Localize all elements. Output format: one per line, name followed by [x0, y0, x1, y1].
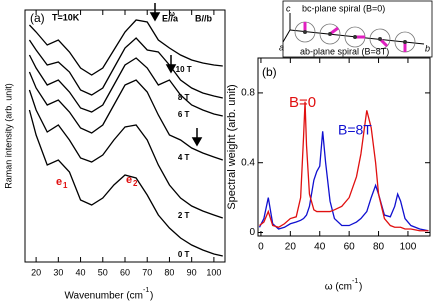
series-line — [28, 37, 223, 99]
series-label: 2 T — [178, 211, 190, 220]
y-tick-label: 0.4 — [241, 157, 255, 168]
x-tick-label: 40 — [314, 242, 326, 253]
arrows — [149, 3, 203, 147]
field-b: B//b — [195, 13, 213, 23]
peak-label: e — [126, 174, 132, 186]
x-tick-label: 40 — [76, 267, 86, 277]
x-tick-label: 100 — [400, 242, 417, 253]
inset-axis-label: c — [286, 3, 291, 13]
x-tick-label: 70 — [142, 267, 152, 277]
series-line — [28, 89, 223, 219]
legend-label: B=0 — [289, 94, 316, 111]
legend-label: B=8T — [338, 122, 372, 138]
series-line — [28, 109, 223, 257]
series-label: 10 T — [176, 65, 192, 74]
x-tick-label: 20 — [285, 242, 297, 253]
x-tick-label: 80 — [373, 242, 385, 253]
y-tick-label: 0 — [249, 227, 255, 238]
field-e-sup: ω — [169, 11, 175, 18]
series-line — [28, 71, 223, 161]
x-tick-label: 20 — [31, 267, 41, 277]
inset-axis-label: a — [279, 42, 284, 52]
x-tick-label: 90 — [187, 267, 197, 277]
temperature: T=10K — [52, 12, 80, 22]
x-axis-label: ω (cm — [325, 282, 352, 293]
inset-label: bc-plane spiral (B=0) — [302, 3, 385, 13]
x-tick-label: 30 — [53, 267, 63, 277]
x-tick-label: 80 — [164, 267, 174, 277]
series-label: 4 T — [178, 153, 190, 162]
series-line — [258, 131, 429, 232]
x-tick-label: 60 — [344, 242, 356, 253]
series-line — [259, 101, 429, 232]
field-e: E — [162, 13, 168, 23]
series-line — [28, 19, 223, 76]
x-axis-label-sup: -1 — [352, 278, 358, 285]
inset — [282, 0, 433, 58]
y-tick-label: 0.8 — [241, 88, 255, 99]
y-axis-label: Spectral weight (arb. unit) — [226, 84, 238, 209]
x-axis-label-end: ) — [150, 291, 153, 302]
inset-axis-label: b — [425, 43, 430, 53]
x-tick-label: 50 — [98, 267, 108, 277]
x-axis-label-end: ) — [359, 282, 362, 293]
series-label: 6 T — [178, 110, 190, 119]
inset-label: ab-plane spiral (B=8T) — [300, 46, 389, 56]
x-axis-label-sup: -1 — [143, 287, 149, 294]
field-e-rest: //a — [168, 13, 179, 23]
peak-label: e — [56, 176, 62, 188]
panel-label: (b) — [262, 65, 277, 79]
x-tick-label: 60 — [120, 267, 130, 277]
peak-label-sub: 2 — [133, 179, 138, 188]
panel-label: (a) — [30, 11, 45, 25]
peak-label-sub: 1 — [63, 181, 68, 190]
plot-frame — [257, 57, 431, 237]
y-axis-label: Raman intensity (arb. unit) — [3, 83, 13, 189]
series-label: 0 T — [178, 250, 190, 259]
x-tick-label: 0 — [258, 242, 264, 253]
x-axis-label: Wavenumber (cm — [64, 291, 143, 302]
x-tick-label: 100 — [206, 267, 221, 277]
series-line — [28, 54, 223, 117]
